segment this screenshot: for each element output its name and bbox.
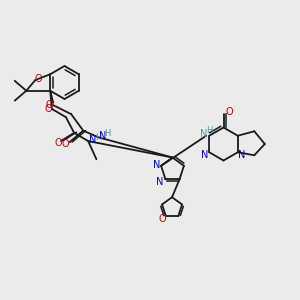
- Text: N: N: [201, 150, 208, 160]
- Text: H: H: [104, 129, 110, 138]
- Text: O: O: [34, 74, 42, 83]
- Text: O: O: [46, 100, 53, 110]
- Text: O: O: [55, 138, 62, 148]
- Text: O: O: [225, 107, 233, 118]
- Text: O: O: [44, 104, 52, 114]
- Text: N: N: [238, 150, 245, 160]
- Text: O: O: [158, 214, 166, 224]
- Text: N: N: [200, 129, 208, 139]
- Text: H: H: [95, 133, 101, 142]
- Text: O: O: [62, 139, 69, 148]
- Text: N: N: [156, 177, 164, 187]
- Text: N: N: [89, 135, 96, 145]
- Text: N: N: [99, 131, 106, 141]
- Text: N: N: [153, 160, 160, 170]
- Text: H: H: [206, 126, 212, 135]
